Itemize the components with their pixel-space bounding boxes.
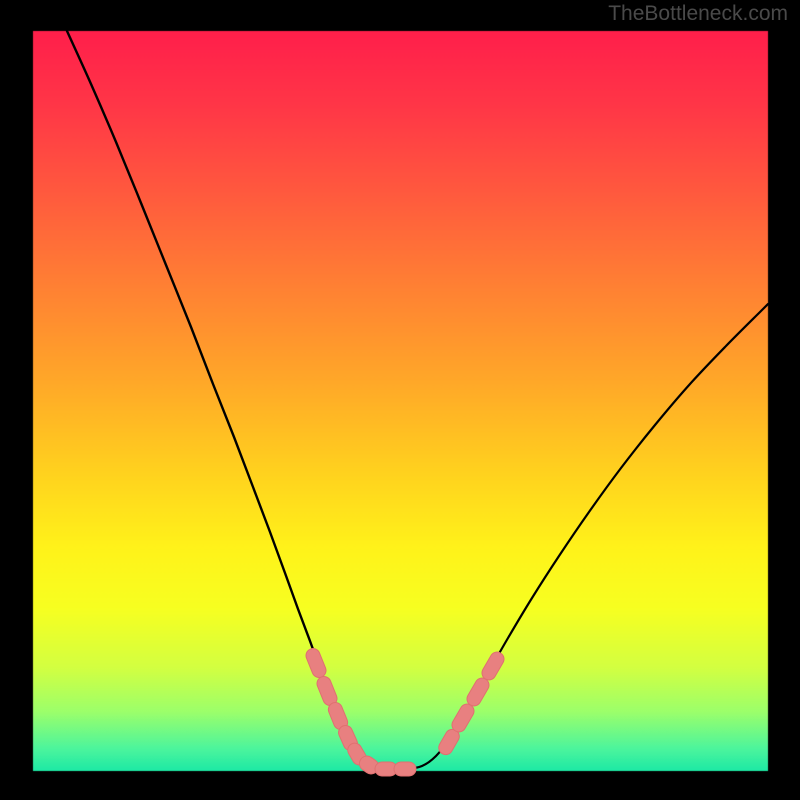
- watermark-text: TheBottleneck.com: [608, 2, 788, 26]
- chart-stage: TheBottleneck.com: [0, 0, 800, 800]
- gradient-background: [0, 0, 800, 800]
